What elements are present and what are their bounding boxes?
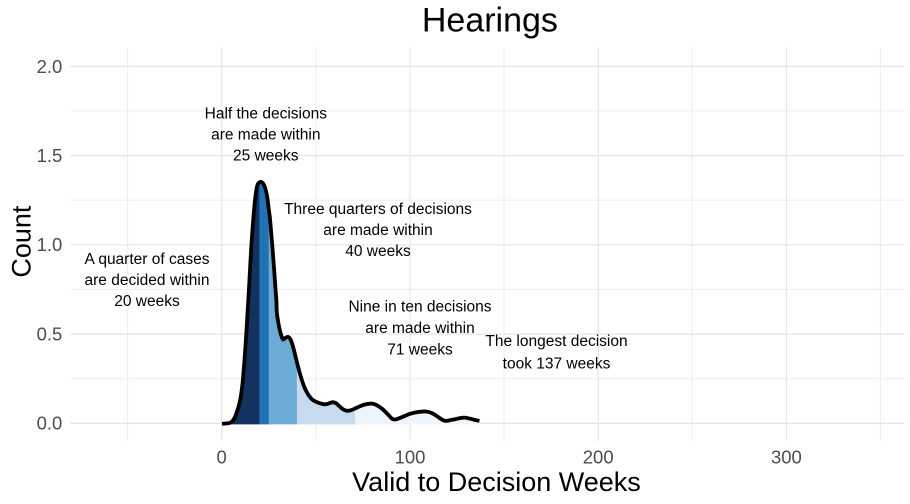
svg-text:are made within: are made within [211, 127, 320, 144]
svg-text:0.5: 0.5 [37, 323, 63, 344]
svg-text:are decided within: are decided within [85, 272, 210, 289]
svg-text:Count: Count [7, 205, 37, 278]
svg-text:300: 300 [771, 446, 802, 467]
svg-text:Hearings: Hearings [422, 2, 558, 40]
svg-text:25 weeks: 25 weeks [233, 147, 299, 164]
svg-text:40 weeks: 40 weeks [345, 243, 411, 260]
svg-text:0: 0 [217, 446, 227, 467]
svg-text:71 weeks: 71 weeks [387, 342, 453, 359]
svg-text:Valid to Decision Weeks: Valid to Decision Weeks [352, 467, 641, 497]
svg-text:took 137 weeks: took 137 weeks [503, 355, 611, 372]
svg-text:are made within: are made within [365, 320, 474, 337]
svg-text:200: 200 [583, 446, 614, 467]
svg-text:0.0: 0.0 [37, 413, 63, 434]
svg-text:are made within: are made within [323, 222, 432, 239]
svg-text:The longest decision: The longest decision [485, 333, 627, 350]
svg-text:1.0: 1.0 [37, 234, 63, 255]
svg-text:A quarter of cases: A quarter of cases [85, 251, 210, 268]
svg-text:Nine in ten decisions: Nine in ten decisions [348, 299, 491, 316]
svg-text:2.0: 2.0 [37, 56, 63, 77]
svg-text:20 weeks: 20 weeks [114, 293, 180, 310]
svg-text:100: 100 [395, 446, 426, 467]
svg-text:Three quarters of decisions: Three quarters of decisions [284, 201, 472, 218]
svg-text:1.5: 1.5 [37, 145, 63, 166]
svg-text:Half the decisions: Half the decisions [205, 106, 328, 123]
